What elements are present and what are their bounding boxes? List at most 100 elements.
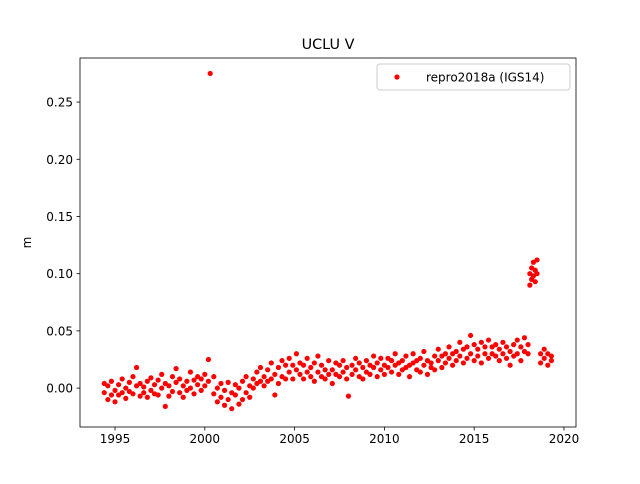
data-point: [410, 351, 416, 357]
data-point: [108, 378, 115, 384]
data-point: [293, 351, 299, 357]
data-point: [503, 355, 510, 361]
y-tick-label: 0.15: [46, 210, 73, 224]
data-point: [482, 344, 488, 350]
data-point: [177, 376, 183, 382]
x-tick-label: 2005: [279, 432, 310, 446]
data-point: [336, 362, 343, 368]
data-point: [202, 383, 208, 389]
axes-frame: [79, 57, 577, 428]
data-point: [133, 364, 140, 371]
data-point: [180, 394, 186, 400]
data-point: [457, 353, 463, 359]
data-point: [286, 355, 292, 361]
data-point: [275, 364, 282, 371]
data-point: [388, 358, 395, 364]
data-point: [381, 371, 387, 377]
data-point: [527, 282, 533, 288]
data-point: [514, 337, 520, 343]
data-point: [417, 369, 423, 375]
data-point: [268, 376, 274, 382]
data-point: [195, 382, 201, 388]
data-point: [475, 353, 481, 359]
data-point: [446, 355, 452, 361]
data-point: [403, 353, 409, 359]
data-point: [432, 353, 438, 359]
data-point: [137, 393, 143, 399]
data-point: [360, 364, 366, 371]
data-point: [166, 393, 172, 399]
data-point: [300, 362, 307, 368]
data-point: [340, 358, 346, 364]
data-point: [173, 379, 179, 385]
data-point: [123, 395, 129, 401]
data-point: [478, 360, 484, 366]
data-point: [211, 374, 217, 380]
data-point: [541, 346, 547, 352]
data-point: [442, 351, 449, 357]
data-point: [356, 360, 362, 366]
data-point: [378, 367, 384, 373]
data-point: [218, 394, 224, 400]
data-point: [353, 367, 359, 373]
data-point: [169, 388, 176, 395]
data-point: [315, 369, 321, 375]
data-point: [493, 353, 499, 359]
data-point: [236, 401, 242, 407]
data-point: [279, 358, 285, 364]
data-point: [315, 353, 321, 359]
data-point: [148, 387, 154, 393]
y-tick-label: 0.20: [46, 153, 73, 167]
data-point: [446, 344, 452, 350]
data-point: [239, 396, 246, 403]
data-point: [290, 362, 296, 368]
y-tick-label: 0.25: [46, 96, 73, 110]
data-point: [180, 383, 186, 389]
data-point: [514, 351, 520, 357]
data-point: [202, 371, 208, 377]
data-point: [344, 364, 350, 371]
data-point: [464, 355, 470, 361]
data-point: [221, 402, 228, 408]
data-point: [475, 346, 481, 352]
data-point: [471, 358, 477, 364]
data-point: [424, 371, 431, 377]
data-point: [293, 367, 299, 373]
data-point: [442, 360, 449, 366]
data-point: [229, 406, 235, 412]
data-point: [151, 382, 158, 388]
data-point: [548, 353, 554, 359]
data-point: [507, 362, 513, 368]
data-point: [399, 358, 405, 364]
x-tick-label: 2010: [369, 432, 400, 446]
data-point: [112, 399, 118, 405]
y-tick-label: 0.05: [46, 324, 73, 338]
data-point: [460, 360, 467, 366]
data-point: [225, 396, 231, 403]
data-point: [250, 385, 256, 391]
data-point: [371, 353, 377, 359]
data-point: [467, 351, 474, 357]
data-point: [236, 385, 242, 391]
legend-label: repro2018a (IGS14): [426, 71, 544, 85]
data-point: [392, 351, 398, 357]
data-point: [214, 399, 220, 405]
data-point: [265, 367, 271, 373]
data-point: [344, 376, 350, 382]
data-point: [130, 391, 136, 397]
data-point: [275, 380, 282, 387]
data-point: [493, 342, 499, 348]
data-point: [191, 391, 197, 397]
data-point: [283, 362, 289, 368]
data-point: [500, 351, 506, 357]
data-point: [538, 360, 544, 366]
data-point: [225, 379, 231, 385]
data-point: [322, 376, 328, 382]
data-point: [518, 358, 524, 364]
data-point: [532, 279, 538, 285]
data-point: [548, 358, 554, 364]
data-point: [272, 371, 278, 377]
data-point: [184, 378, 190, 384]
data-point: [159, 371, 165, 377]
